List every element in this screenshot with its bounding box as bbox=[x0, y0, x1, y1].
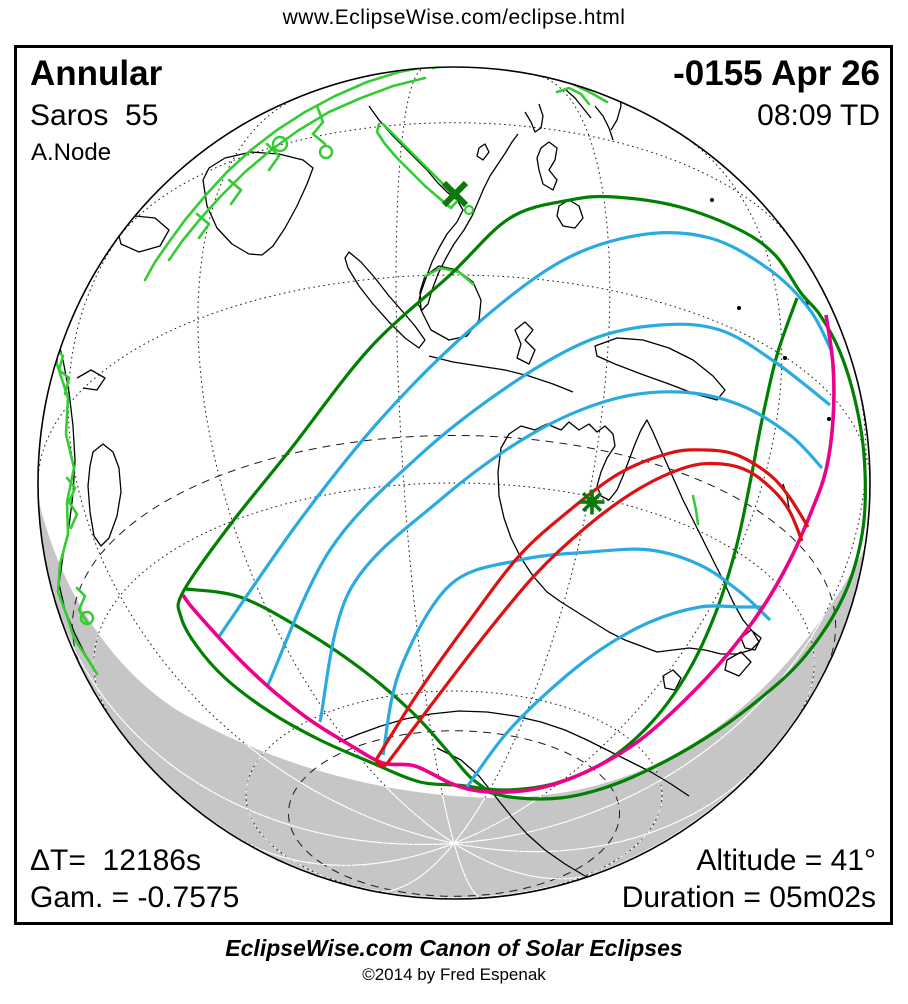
coastlines bbox=[46, 77, 832, 899]
subsolar-point-marker bbox=[441, 180, 469, 208]
altitude-label: Altitude = 41° bbox=[696, 844, 876, 877]
gamma-label: Gam. = -0.7575 bbox=[30, 881, 240, 914]
duration-label: Duration = 05m02s bbox=[621, 881, 876, 914]
map-frame bbox=[14, 45, 893, 925]
globe-outline bbox=[37, 66, 871, 900]
node-label: A.Node bbox=[31, 139, 112, 166]
eclipse-globe-map bbox=[37, 66, 871, 900]
eclipse-date-label: -0155 Apr 26 bbox=[673, 54, 880, 93]
delta-t-label: ΔT= 12186s bbox=[30, 844, 201, 877]
central-path-curves bbox=[374, 448, 810, 768]
sunrise-sunset-curve bbox=[181, 314, 836, 794]
eclipse-type-label: Annular bbox=[30, 54, 163, 93]
night-shading bbox=[38, 498, 864, 898]
footer-copyright: ©2014 by Fred Espenak bbox=[362, 965, 546, 984]
eclipse-time-label: 08:09 TD bbox=[757, 99, 880, 132]
footer-title: EclipseWise.com Canon of Solar Eclipses bbox=[225, 935, 683, 961]
highlighted-coastlines bbox=[41, 67, 700, 676]
site-url: www.EclipseWise.com/eclipse.html bbox=[282, 6, 626, 29]
magnitude-curves bbox=[216, 231, 834, 788]
greatest-eclipse-marker bbox=[579, 489, 605, 515]
saros-label: Saros 55 bbox=[30, 99, 159, 132]
